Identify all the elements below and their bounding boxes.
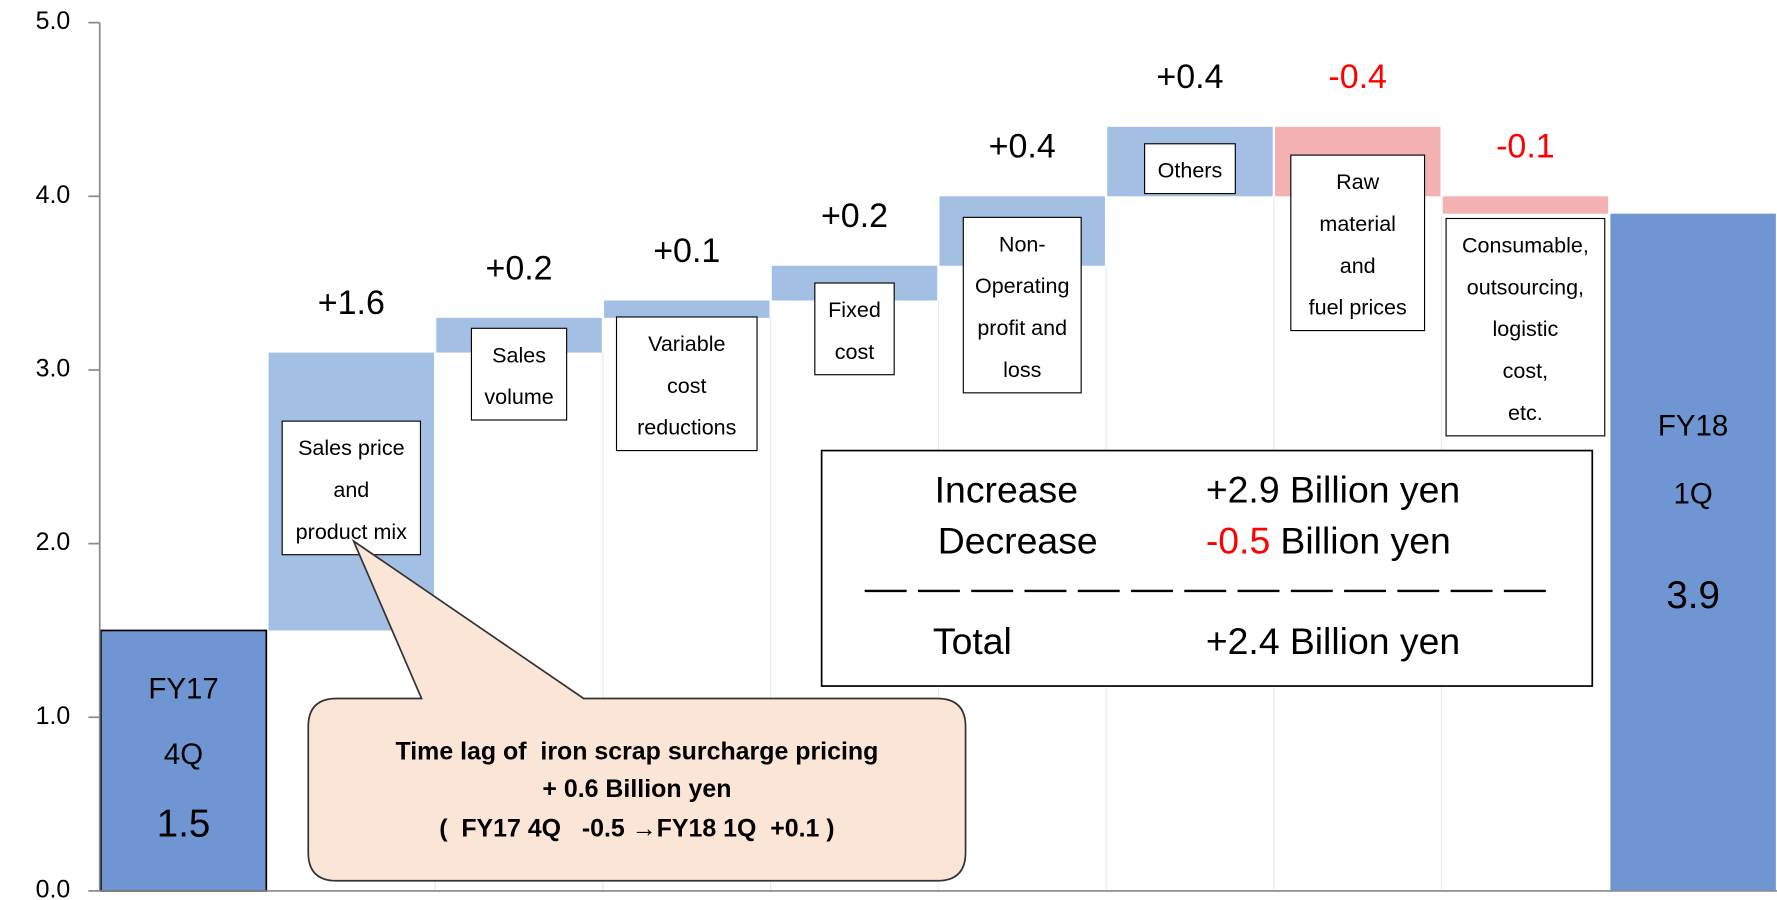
category-label: Non- [999,232,1046,256]
category-label: outsourcing, [1467,275,1584,299]
category-label: Operating [975,274,1070,298]
category-label: logistic [1493,317,1559,341]
y-tick-label: 2.0 [36,528,71,556]
summary-number: -0.5 [1206,519,1270,561]
value-label: 3.9 [1666,574,1720,617]
summary-label: Total [933,620,1012,662]
category-box [615,316,758,452]
category-label: reductions [637,416,736,440]
summary-number: +2.4 [1206,620,1280,662]
y-tick-label: 5.0 [36,7,71,35]
value-label: -0.1 [1496,128,1555,166]
category-label: fuel prices [1309,296,1407,320]
category-label: cost, [1503,359,1548,383]
delta-bar [1442,196,1609,214]
category-label: Others [1158,159,1223,183]
summary-unit: Billion yen [1280,519,1450,561]
summary-unit: Billion yen [1290,620,1460,662]
category-label: product mix [296,520,408,544]
summary-value: -0.5 Billion yen [1206,519,1451,561]
callout-text: + 0.6 Billion yen [542,775,731,803]
delta-bar [604,300,770,318]
category-box [470,327,568,421]
category-box [1144,143,1236,195]
category-label: loss [1003,358,1041,382]
y-tick-label: 0.0 [36,876,71,900]
summary-frame [820,449,1594,687]
summary-unit: Billion yen [1290,468,1460,510]
category-label: 4Q [164,738,203,771]
category-label: material [1319,212,1396,236]
summary-value: +2.9 Billion yen [1206,468,1460,510]
category-label: Sales price [298,436,405,460]
value-label: +0.2 [485,249,552,287]
value-label: +0.1 [653,232,720,270]
category-label: Fixed [828,298,881,322]
category-label: etc. [1508,401,1543,425]
callout-bubble [307,538,967,882]
total-bar [1610,213,1776,891]
category-label: and [333,478,369,502]
value-label: +0.4 [989,128,1056,166]
category-label: cost [835,340,875,364]
value-label: 1.5 [157,803,211,846]
callout-text: ( FY17 4Q -0.5 →FY18 1Q +0.1 ) [439,814,834,842]
category-box [814,282,895,376]
y-tick-label: 4.0 [36,181,71,209]
labels: 0.0 1.0 2.0 3.0 4.0 5.0 FY17 4Q 1.5 Sales price an… [36,7,1729,900]
category-box [1445,217,1606,437]
callout-text: Time lag of iron scrap surcharge pricing [395,737,878,765]
category-label: 1Q [1673,478,1712,511]
category-box [1290,154,1426,332]
category-label: and [1340,254,1376,278]
category-box [962,216,1082,394]
y-tick-label: 1.0 [36,702,71,730]
axes [88,21,1777,892]
value-label: +0.4 [1156,58,1223,96]
category-label: profit and [977,316,1067,340]
category-label: Consumable, [1462,233,1589,257]
summary-value: +2.4 Billion yen [1206,620,1460,662]
category-label: Sales [492,343,546,367]
summary-label: Decrease [938,519,1098,561]
category-label: Raw [1336,170,1380,194]
category-box [281,420,422,556]
category-label: FY17 [148,672,218,705]
category-label: volume [484,385,553,409]
y-tick-label: 3.0 [36,355,71,383]
value-label: +0.2 [821,197,888,235]
value-label: -0.4 [1328,58,1387,96]
category-label: cost [667,374,707,398]
callout: Time lag of iron scrap surcharge pricing… [307,538,967,882]
category-label: Variable [648,332,725,356]
summary-number: +2.9 [1206,468,1280,510]
value-label: +1.6 [318,284,385,322]
summary-label: Increase [935,468,1078,510]
category-label: FY18 [1658,410,1728,443]
